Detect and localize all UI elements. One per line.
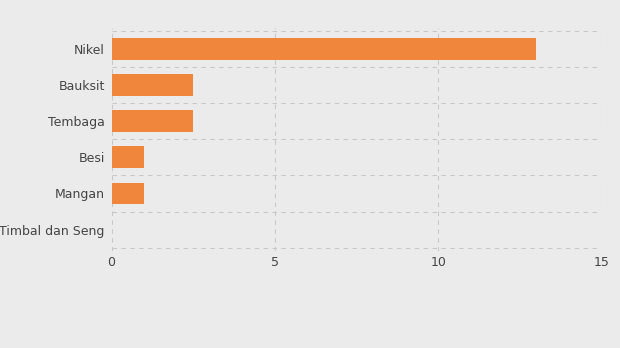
Bar bbox=[112, 74, 193, 96]
Bar bbox=[112, 147, 144, 168]
Bar bbox=[112, 110, 193, 132]
Bar bbox=[112, 38, 536, 60]
Bar bbox=[112, 183, 144, 204]
